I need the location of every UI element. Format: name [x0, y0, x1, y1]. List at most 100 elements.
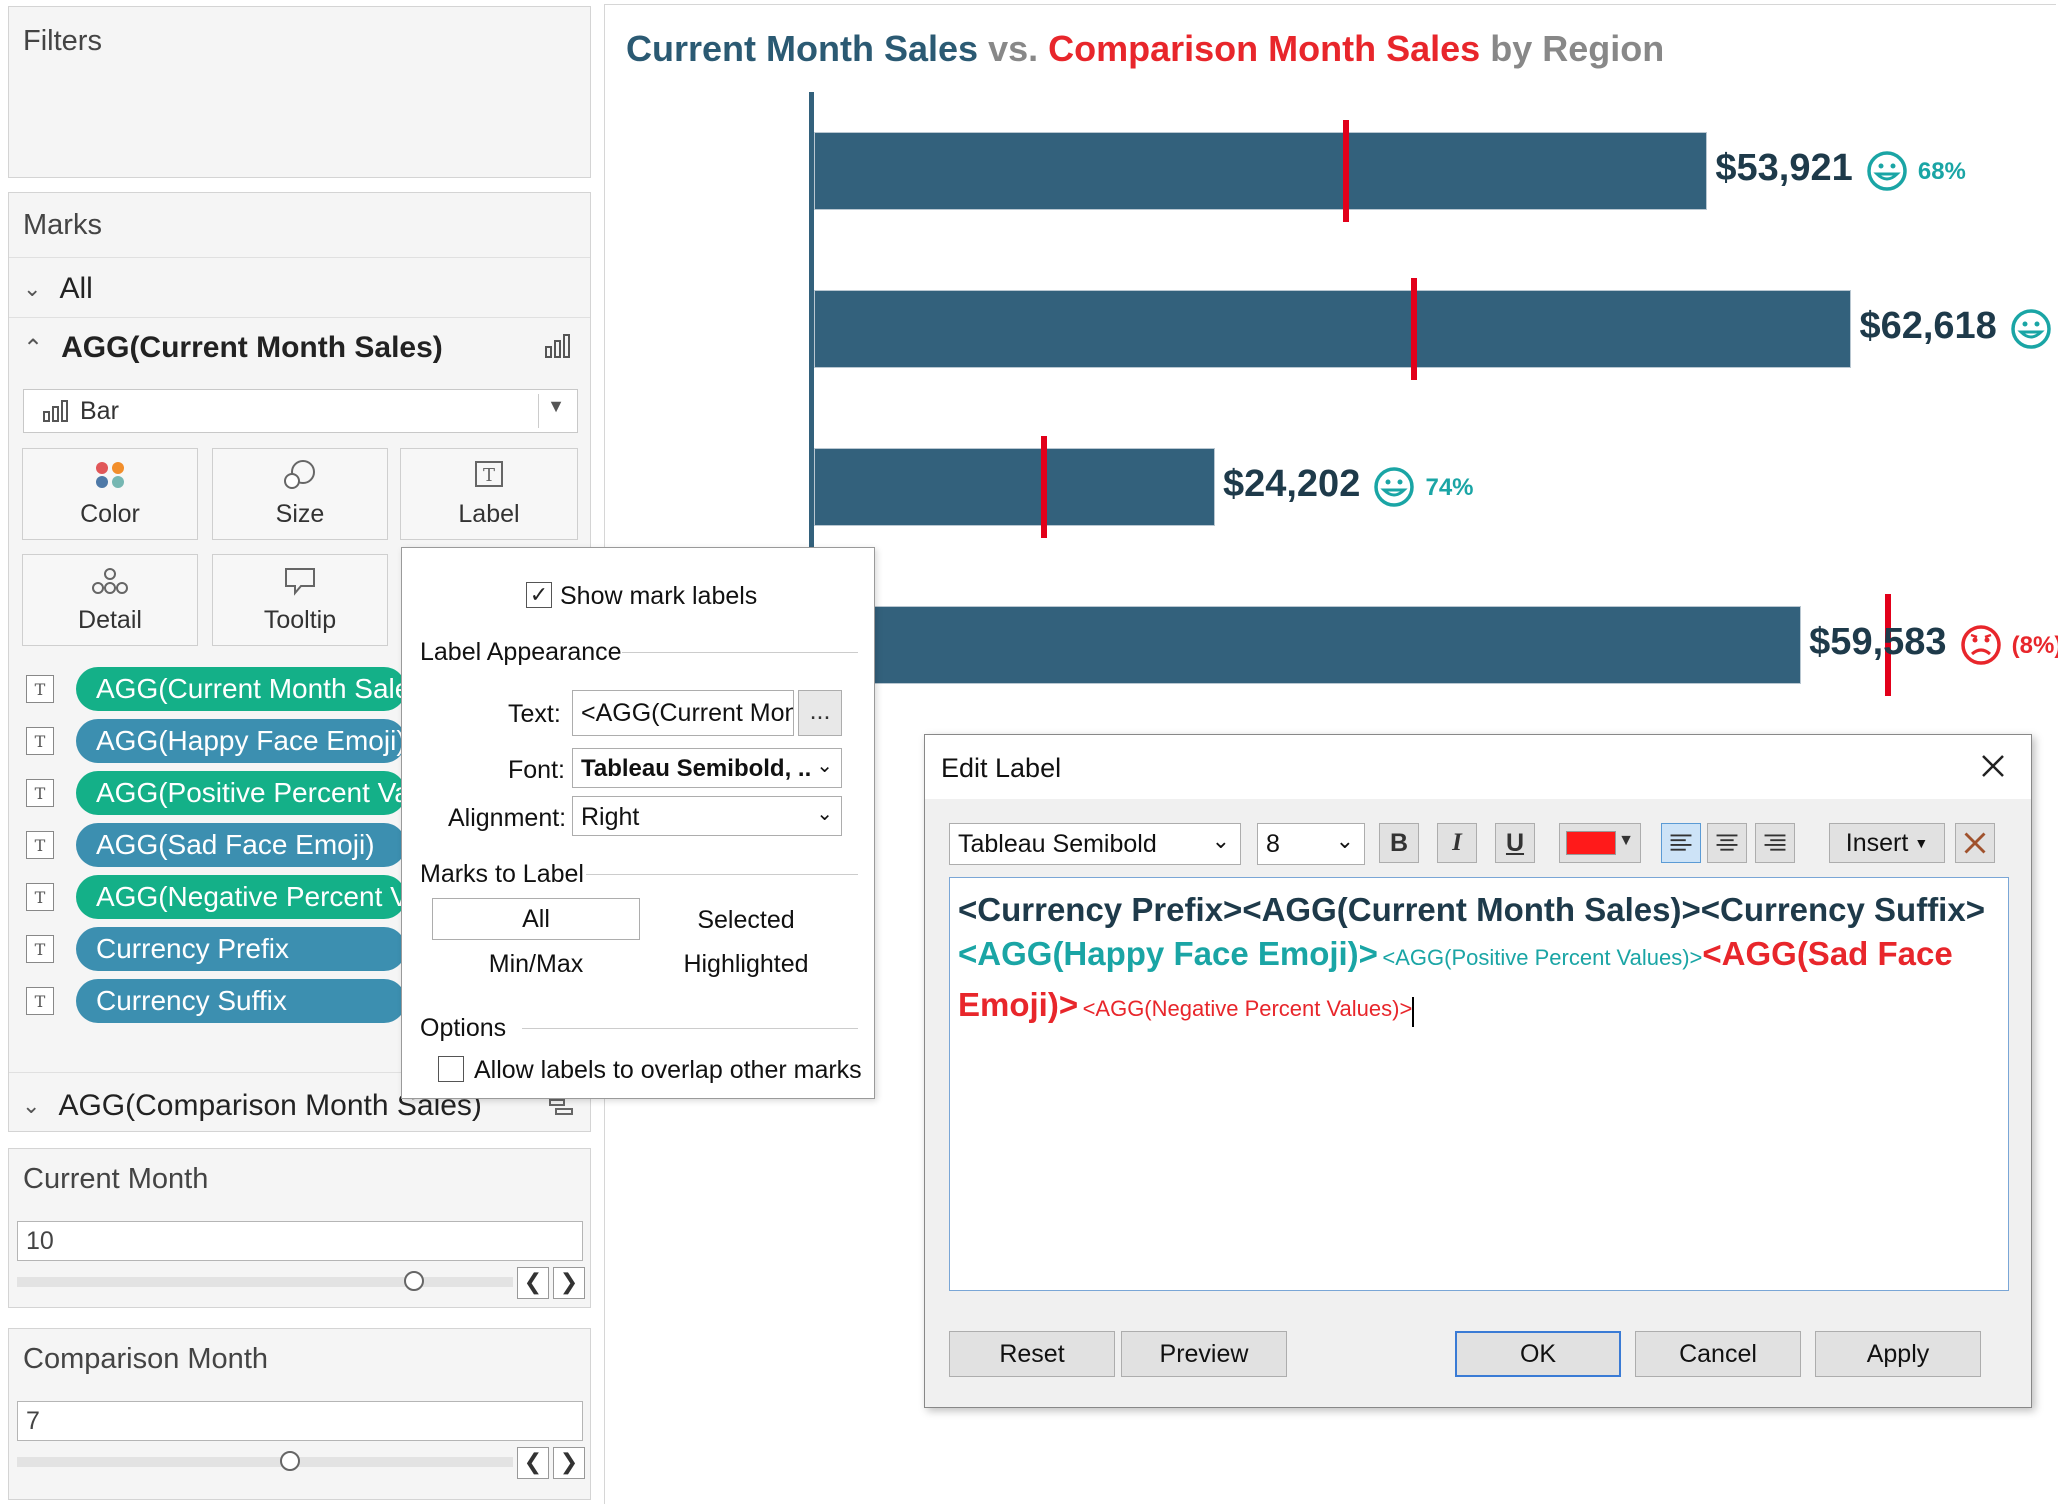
chevron-down-icon: ⌄: [816, 755, 833, 777]
reference-line: [1884, 594, 1891, 696]
font-family-dropdown[interactable]: Tableau Semibold ⌄: [949, 823, 1241, 865]
field-pill[interactable]: AGG(Negative Percent Values): [76, 875, 406, 919]
reset-button[interactable]: Reset: [949, 1331, 1115, 1377]
chevron-down-icon: ⌄: [816, 803, 833, 825]
negative-percent-token: <AGG(Negative Percent Values)>: [1082, 996, 1413, 1021]
filters-shelf[interactable]: Filters: [8, 6, 591, 178]
allow-overlap-text: Allow labels to overlap other marks: [474, 1056, 862, 1084]
apply-button[interactable]: Apply: [1815, 1331, 1981, 1377]
marks-to-label-all[interactable]: All: [432, 898, 640, 940]
ok-button[interactable]: OK: [1455, 1331, 1621, 1377]
comparison-month-slider[interactable]: [17, 1457, 513, 1467]
bar: [814, 448, 1215, 526]
chevron-down-icon: ⌄: [22, 1093, 41, 1118]
label-text-editor[interactable]: <Currency Prefix><AGG(Current Month Sale…: [949, 877, 2009, 1291]
next-value-button[interactable]: ❯: [553, 1447, 585, 1479]
mark-type-dropdown[interactable]: Bar ▼: [23, 389, 578, 433]
label-appearance-header: Label Appearance: [420, 638, 622, 666]
label-button[interactable]: T Label: [400, 448, 578, 540]
italic-button[interactable]: I: [1437, 823, 1477, 863]
previous-value-button[interactable]: ❮: [517, 1447, 549, 1479]
mark-field-row[interactable]: T AGG(Negative Percent Values): [26, 875, 406, 919]
font-size-dropdown[interactable]: 8 ⌄: [1257, 823, 1365, 865]
cancel-button[interactable]: Cancel: [1635, 1331, 1801, 1377]
chevron-up-icon: ⌃: [23, 334, 44, 362]
mark-field-row[interactable]: T AGG(Happy Face Emoji): [26, 719, 406, 763]
close-icon[interactable]: [1980, 753, 2006, 779]
color-label: Color: [80, 499, 140, 528]
mark-field-row[interactable]: T Currency Suffix: [26, 979, 406, 1023]
marks-to-label-selected[interactable]: Selected: [697, 906, 795, 934]
caret-down-icon: ▼: [1618, 832, 1634, 849]
percent-label: 74%: [1425, 474, 1474, 501]
mark-field-row[interactable]: T Currency Prefix: [26, 927, 406, 971]
filters-title: Filters: [23, 25, 102, 57]
align-left-icon[interactable]: [1661, 823, 1701, 863]
value-label: $53,921: [1715, 147, 1853, 189]
insert-button[interactable]: Insert ▼: [1829, 823, 1945, 863]
marks-to-label-highlighted[interactable]: Highlighted: [683, 950, 809, 978]
alignment-dropdown[interactable]: Right ⌄: [572, 796, 842, 836]
align-center-icon[interactable]: [1707, 823, 1747, 863]
slider-thumb[interactable]: [403, 1271, 424, 1291]
field-pill[interactable]: AGG(Sad Face Emoji): [76, 823, 406, 867]
mark-field-row[interactable]: T AGG(Positive Percent Values): [26, 771, 406, 815]
happy-face-icon: [1374, 467, 1415, 507]
text-more-button[interactable]: ...: [798, 690, 842, 736]
marks-to-label-minmax[interactable]: Min/Max: [488, 950, 584, 978]
align-right-icon[interactable]: [1755, 823, 1795, 863]
value-label: $59,583: [1809, 621, 1947, 663]
font-size-value: 8: [1266, 829, 1280, 858]
text-color-picker[interactable]: ▼: [1559, 823, 1641, 863]
current-month-input[interactable]: 10: [17, 1221, 583, 1261]
text-label-icon: T: [26, 935, 54, 963]
allow-overlap-checkbox[interactable]: [438, 1056, 464, 1082]
color-swatch: [1566, 831, 1616, 855]
svg-text:T: T: [483, 465, 495, 486]
text-field-input[interactable]: <AGG(Current Month Sales)>: [572, 690, 794, 736]
preview-button[interactable]: Preview: [1121, 1331, 1287, 1377]
happy-face-icon: [2011, 309, 2051, 349]
gantt-bar-icon: [549, 1099, 573, 1115]
bold-button[interactable]: B: [1379, 823, 1419, 863]
underline-button[interactable]: U: [1495, 823, 1535, 863]
text-label-icon: T: [26, 675, 54, 703]
marks-all-row[interactable]: ⌄ All: [23, 265, 93, 313]
field-pill[interactable]: AGG(Current Month Sales): [76, 667, 406, 711]
show-mark-labels-checkbox[interactable]: ✓: [526, 582, 552, 608]
text-label-icon: T: [26, 727, 54, 755]
label-label: Label: [458, 499, 520, 528]
happy-face-icon: [1867, 151, 1907, 191]
chart-title-suffix: by Region: [1490, 28, 1665, 69]
text-cursor: [1412, 996, 1415, 1027]
happy-face-token: <AGG(Happy Face Emoji)>: [958, 935, 1378, 972]
tooltip-button[interactable]: Tooltip: [212, 554, 388, 646]
previous-value-button[interactable]: ❮: [517, 1267, 549, 1299]
comparison-month-input[interactable]: 7: [17, 1401, 583, 1441]
chevron-down-icon: ⌄: [1211, 828, 1230, 853]
size-circles-icon: [284, 459, 315, 489]
color-button[interactable]: Color: [22, 448, 198, 540]
alignment-label: Alignment:: [448, 804, 567, 832]
mark-field-row[interactable]: T AGG(Current Month Sales): [26, 667, 406, 711]
mark-field-row[interactable]: T AGG(Sad Face Emoji): [26, 823, 406, 867]
comparison-month-title: Comparison Month: [23, 1343, 268, 1375]
next-value-button[interactable]: ❯: [553, 1267, 585, 1299]
current-month-parameter: Current Month 10 ❮ ❯: [8, 1148, 591, 1308]
axis-line: [809, 92, 814, 692]
field-pill[interactable]: AGG(Happy Face Emoji): [76, 719, 406, 763]
field-pill[interactable]: Currency Suffix: [76, 979, 406, 1023]
text-label-icon: T: [26, 831, 54, 859]
current-month-title: Current Month: [23, 1163, 209, 1195]
clear-formatting-icon[interactable]: [1955, 823, 1995, 863]
positive-percent-token: <AGG(Positive Percent Values)>: [1382, 945, 1703, 970]
detail-button[interactable]: Detail: [22, 554, 198, 646]
slider-thumb[interactable]: [279, 1451, 300, 1471]
current-month-slider[interactable]: [17, 1277, 513, 1287]
font-dropdown[interactable]: Tableau Semibold, .. ⌄: [572, 748, 842, 788]
marks-current-row[interactable]: ⌃ AGG(Current Month Sales): [23, 323, 443, 373]
field-pill[interactable]: Currency Prefix: [76, 927, 406, 971]
text-field-label: Text:: [508, 700, 561, 728]
field-pill[interactable]: AGG(Positive Percent Values): [76, 771, 406, 815]
size-button[interactable]: Size: [212, 448, 388, 540]
